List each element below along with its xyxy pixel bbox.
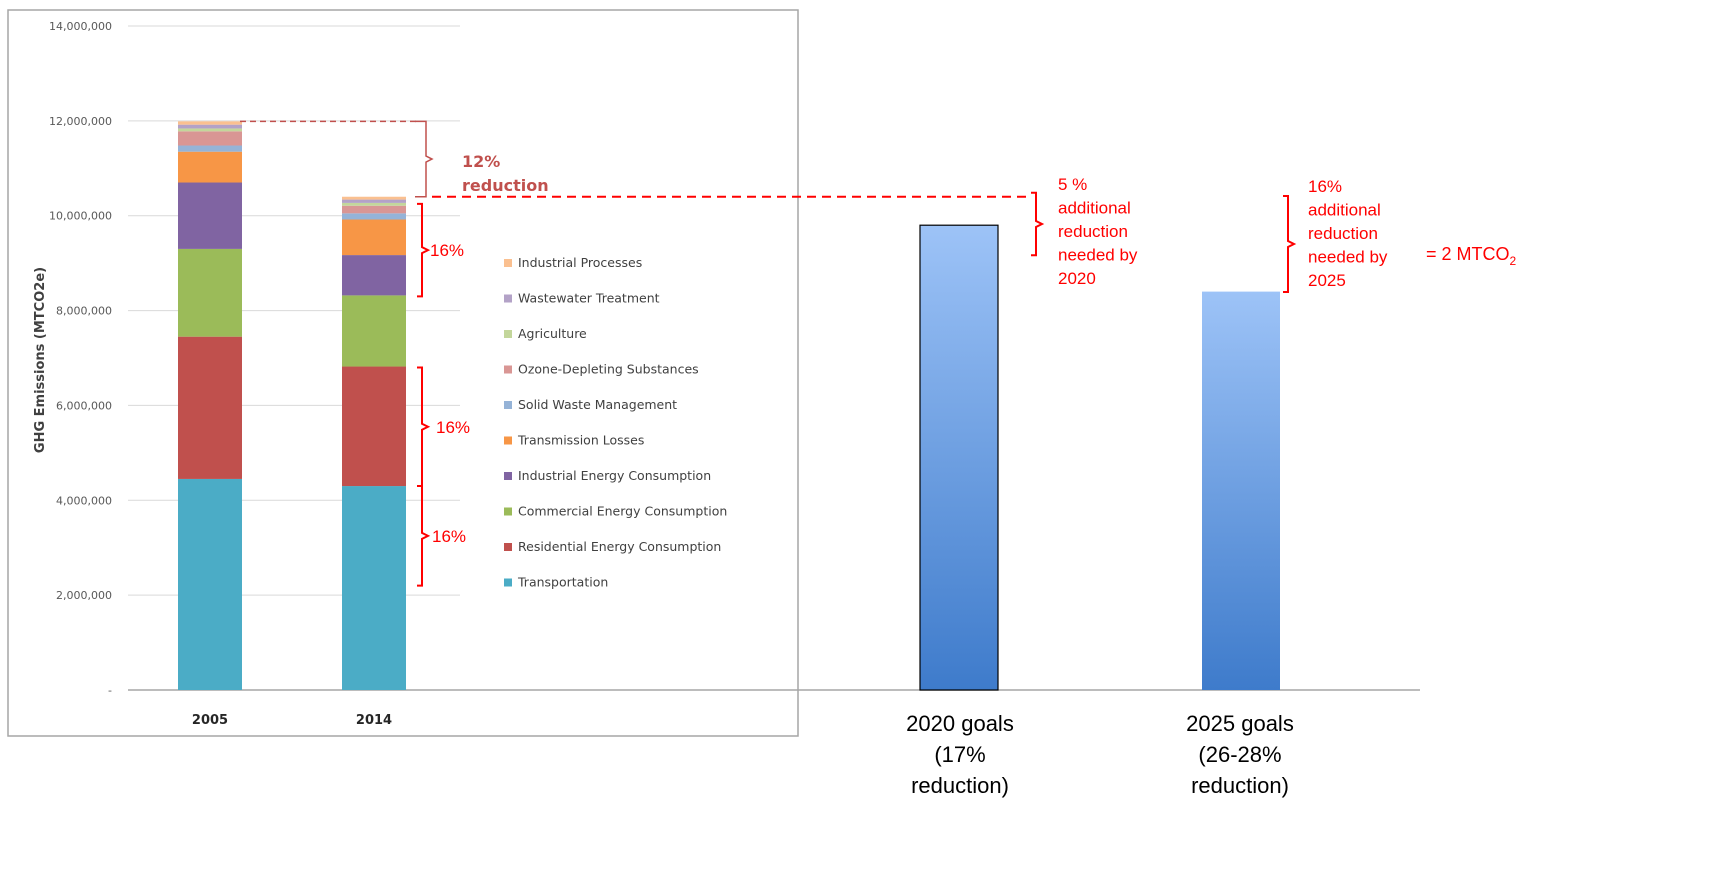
- legend-label: Agriculture: [518, 326, 587, 341]
- bar-segment: [342, 213, 406, 220]
- goal-2025-note: 2025: [1308, 271, 1346, 290]
- goal-2020-note: reduction: [1058, 222, 1128, 241]
- legend-swatch: [504, 259, 512, 267]
- legend-swatch: [504, 401, 512, 409]
- y-tick-label: 10,000,000: [49, 210, 112, 223]
- legend-swatch: [504, 294, 512, 303]
- equivalent-label: = 2 MTCO2: [1426, 244, 1517, 268]
- bar-segment: [342, 219, 406, 256]
- goal-2025-note: reduction: [1308, 224, 1378, 243]
- legend-label: Commercial Energy Consumption: [518, 504, 727, 519]
- goal-bar: [1202, 291, 1280, 690]
- y-tick-label: 2,000,000: [56, 589, 112, 602]
- bracket-label: 16%: [430, 241, 464, 260]
- legend-swatch: [504, 330, 512, 338]
- y-tick-label: 6,000,000: [56, 399, 112, 412]
- legend: Industrial Processes Wastewater Treatment…: [504, 255, 727, 590]
- legend-label: Transmission Losses: [517, 433, 644, 448]
- bar-segment: [178, 128, 242, 132]
- goal-2020-note: 2020: [1058, 269, 1096, 288]
- bar-segment: [342, 295, 406, 367]
- sector-bracket: [417, 485, 431, 587]
- x-tick-label: 2014: [356, 713, 392, 728]
- bracket-label: 16%: [432, 527, 466, 546]
- goal-2025-bracket: [1283, 195, 1297, 293]
- bracket-label: 16%: [436, 418, 470, 437]
- goal-bar: [919, 224, 999, 691]
- bar-segment: [178, 182, 242, 249]
- bar-segment: [342, 202, 406, 206]
- y-tick-label: 4,000,000: [56, 494, 112, 507]
- legend-swatch: [504, 472, 512, 480]
- bar-segment: [178, 131, 242, 146]
- legend-label: Solid Waste Management: [518, 397, 677, 412]
- goal-2025-note: needed by: [1308, 248, 1388, 267]
- goal-2020-note: additional: [1058, 199, 1131, 218]
- bar-segment: [342, 205, 406, 214]
- bar-segment: [178, 121, 242, 125]
- legend-label: Industrial Processes: [518, 255, 642, 270]
- y-tick-label: 14,000,000: [49, 20, 112, 33]
- y-tick-label: -: [108, 684, 112, 697]
- y-tick-label: 8,000,000: [56, 305, 112, 318]
- legend-swatch: [504, 507, 512, 516]
- legend-swatch: [504, 365, 512, 374]
- goal-2020-note: 5 %: [1058, 175, 1087, 194]
- bar-segment: [178, 248, 242, 337]
- x-tick-label: 2005: [192, 713, 228, 728]
- legend-label: Residential Energy Consumption: [518, 539, 721, 554]
- y-tick-label: 12,000,000: [49, 115, 112, 128]
- total-reduction-bracket: [415, 120, 434, 198]
- bar-segment: [178, 478, 242, 690]
- y-axis-title: GHG Emissions (MTCO2e): [33, 267, 48, 453]
- total-reduction-label: 12%: [462, 152, 500, 171]
- bar-segment: [342, 366, 406, 487]
- bar-segment: [178, 151, 242, 183]
- total-reduction-label: reduction: [462, 176, 549, 195]
- legend-label: Ozone-Depleting Substances: [518, 362, 699, 377]
- goal-bars: [919, 224, 1280, 691]
- goal-2020-bracket: [1031, 191, 1045, 257]
- legend-label: Wastewater Treatment: [518, 291, 660, 306]
- bar-segment: [178, 124, 242, 129]
- stacked-bars: [178, 121, 406, 690]
- goal-2025-label: 2025 goals (26-28% reduction): [1186, 711, 1294, 798]
- bar-segment: [178, 145, 242, 152]
- legend-swatch: [504, 543, 512, 551]
- goal-2025-note: additional: [1308, 201, 1381, 220]
- axes: - 2,000,000 4,000,000 6,000,000 8,000,000 10,…: [33, 20, 1420, 728]
- bar-segment: [342, 199, 406, 203]
- sector-bracket: [417, 202, 431, 298]
- bar-segment: [342, 196, 406, 200]
- goal-2020-label: 2020 goals (17% reduction): [906, 711, 1014, 798]
- legend-label: Industrial Energy Consumption: [518, 468, 711, 483]
- goal-2020-note: needed by: [1058, 246, 1138, 265]
- legend-swatch: [504, 578, 512, 587]
- bar-segment: [342, 486, 406, 690]
- legend-swatch: [504, 436, 512, 445]
- goal-2025-note: 16%: [1308, 177, 1342, 196]
- legend-label: Transportation: [517, 575, 608, 590]
- bar-segment: [342, 255, 406, 296]
- bar-segment: [178, 336, 242, 479]
